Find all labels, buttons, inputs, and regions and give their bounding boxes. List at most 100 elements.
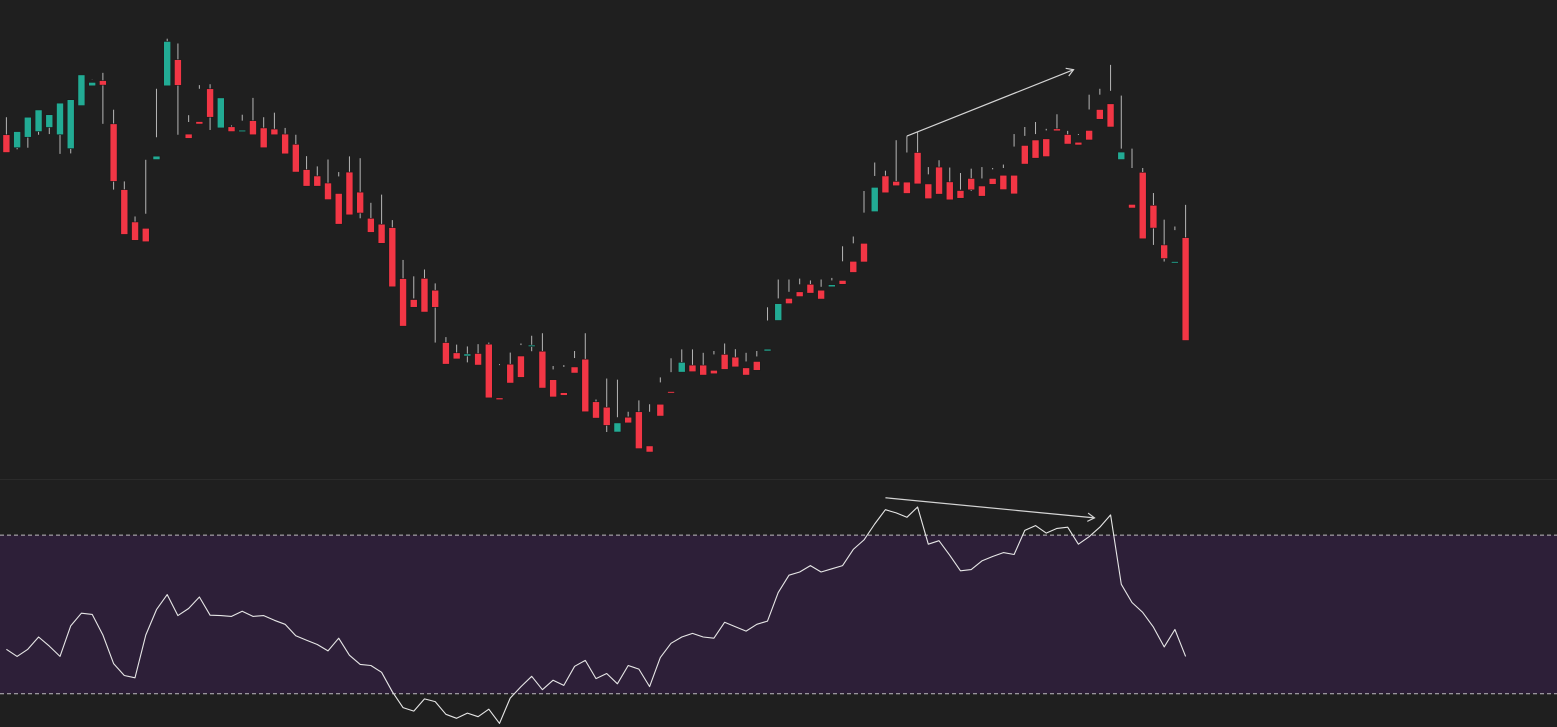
candle-body (1138, 172, 1147, 240)
candle-body (560, 392, 568, 396)
candle (1117, 95, 1126, 160)
candle-body (1160, 244, 1168, 259)
candle (978, 167, 986, 197)
candle (903, 136, 911, 194)
candle (420, 269, 429, 313)
candle (345, 156, 354, 216)
candle (2, 117, 11, 153)
candle-body (945, 181, 954, 201)
candle-body (1053, 128, 1061, 132)
candle (1010, 134, 1018, 195)
candle (817, 279, 825, 300)
candle (281, 127, 289, 155)
candle-body (495, 397, 504, 400)
candle-body (1042, 138, 1051, 157)
candle-body (849, 261, 858, 273)
candle-body (302, 169, 311, 187)
candle-body (217, 97, 225, 129)
candle-body (34, 109, 43, 132)
candle (452, 344, 461, 360)
candle-body (77, 74, 86, 106)
candle (45, 114, 54, 135)
candle (484, 342, 493, 399)
candle-body (1085, 130, 1093, 141)
candle-body (624, 416, 632, 424)
candle (602, 378, 611, 433)
candle-body (249, 120, 257, 136)
candle-body (667, 391, 675, 394)
candle-body (324, 182, 332, 200)
candle-body (1128, 204, 1136, 209)
candle (195, 85, 204, 125)
candle (849, 236, 858, 273)
candle (88, 79, 96, 87)
candle-body (152, 155, 161, 160)
candle (388, 220, 397, 288)
price-trendline-line (906, 69, 1074, 137)
candle (1181, 204, 1190, 341)
candle (645, 404, 654, 453)
candle (163, 38, 171, 87)
candle (999, 164, 1008, 190)
candle (1063, 130, 1072, 145)
candle (302, 156, 311, 187)
candle (774, 279, 783, 321)
candle-body (184, 133, 193, 139)
candle-body (1031, 139, 1040, 159)
candle-body (710, 370, 718, 375)
candle (795, 278, 804, 297)
candle-body (131, 221, 139, 241)
candle (152, 88, 161, 160)
candle (892, 140, 900, 187)
candle-body (752, 361, 761, 371)
candle (506, 352, 515, 384)
rsi-band (0, 535, 1557, 694)
candle-body (774, 303, 783, 321)
candle-body (602, 406, 611, 426)
candle-body (463, 353, 472, 357)
candle-body (474, 353, 482, 366)
candle (967, 168, 976, 191)
candle (860, 190, 868, 263)
candle-body (699, 364, 708, 376)
candle (924, 167, 933, 200)
candle (474, 344, 482, 366)
candle (731, 349, 740, 368)
candle (249, 97, 257, 136)
candle-body (388, 227, 397, 288)
candle-body (334, 193, 343, 225)
candle (988, 167, 997, 185)
candle-body (731, 356, 740, 368)
candle (677, 349, 686, 373)
candle-body (2, 134, 11, 153)
candle (527, 335, 536, 352)
candle (710, 350, 718, 375)
candle (238, 114, 247, 132)
candle-body (924, 183, 933, 200)
candle-body (13, 131, 21, 149)
candle (495, 364, 504, 400)
candle (1031, 122, 1040, 159)
candle (1074, 134, 1083, 146)
candle-body (881, 175, 890, 194)
candle (109, 109, 118, 190)
candle-body (763, 348, 772, 352)
candle-body (163, 41, 171, 87)
candle (667, 358, 675, 394)
candle (742, 352, 750, 376)
candle-body (45, 114, 54, 128)
candle (24, 116, 32, 148)
candle (828, 277, 836, 288)
candle-body (270, 128, 279, 136)
candle (1053, 114, 1061, 132)
candle (538, 333, 547, 389)
candle (34, 109, 43, 135)
candle-body (345, 171, 354, 216)
candle-body (259, 127, 268, 149)
candle-body (377, 223, 386, 244)
candle-body (442, 342, 450, 365)
candle-body (828, 284, 836, 288)
candle-body (109, 123, 118, 182)
